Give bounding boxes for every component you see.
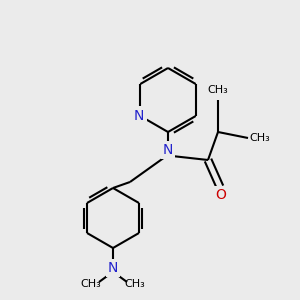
Text: N: N	[134, 109, 145, 123]
Text: CH₃: CH₃	[124, 279, 146, 289]
Text: CH₃: CH₃	[250, 133, 270, 143]
Text: CH₃: CH₃	[81, 279, 101, 289]
Text: N: N	[108, 261, 118, 275]
Text: CH₃: CH₃	[208, 85, 228, 95]
Text: N: N	[163, 143, 173, 157]
Text: N: N	[134, 109, 145, 123]
Text: O: O	[216, 188, 226, 202]
